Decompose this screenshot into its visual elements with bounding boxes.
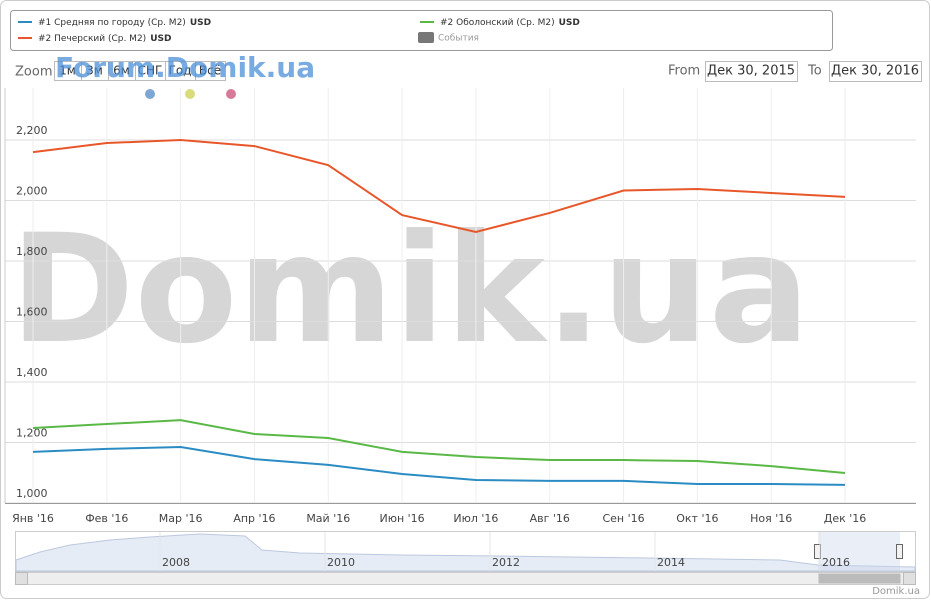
zoom-button-label: СНГ <box>138 64 163 78</box>
legend-label: События <box>438 34 479 44</box>
navigator-year: 2012 <box>492 556 520 569</box>
to-label: To <box>807 64 822 79</box>
to-value: Дек 30, 2016 <box>831 64 919 79</box>
y-tick-label: 1,600 <box>16 306 48 319</box>
x-tick-label: Сен '16 <box>602 512 644 525</box>
zoom-button-label: Всё <box>199 64 221 78</box>
x-tick-label: Июн '16 <box>379 512 424 525</box>
navigator-area <box>15 533 916 572</box>
x-tick-label: Июл '16 <box>453 512 498 525</box>
from-label: From <box>668 64 700 79</box>
legend-unit: USD <box>559 18 580 28</box>
watermark-small: Forum.Domik.ua <box>55 51 315 84</box>
to-input[interactable] <box>829 61 922 82</box>
from-input[interactable] <box>705 61 798 82</box>
x-tick-label: Апр '16 <box>233 512 275 525</box>
legend-name[interactable]: #1 Средняя по городу (Ср. М2) <box>38 18 186 28</box>
navigator-year: 2008 <box>162 556 190 569</box>
y-tick-label: 1,400 <box>16 366 48 379</box>
legend-label: #2 Печерский (Ср. М2) USD <box>38 34 171 44</box>
scroll-right[interactable] <box>903 572 916 585</box>
y-tick-label: 2,000 <box>16 185 48 198</box>
legend-name[interactable]: #2 Печерский (Ср. М2) <box>38 34 146 44</box>
x-tick-label: Май '16 <box>306 512 350 525</box>
legend-swatch <box>418 32 434 43</box>
y-tick-label: 1,200 <box>16 427 48 440</box>
event-dot[interactable] <box>226 89 236 99</box>
zoom-label: Zoom <box>15 65 52 80</box>
zoom-button-label: 1м <box>59 64 76 78</box>
legend-label: #1 Средняя по городу (Ср. М2) USD <box>38 18 211 28</box>
zoom-button-label: 6м <box>113 64 130 78</box>
zoom-button-label: 3м <box>86 64 103 78</box>
series-line <box>32 446 846 486</box>
legend-unit: USD <box>190 18 211 28</box>
event-dot[interactable] <box>185 89 195 99</box>
navigator-year: 2010 <box>327 556 355 569</box>
x-tick-label: Ноя '16 <box>750 512 792 525</box>
watermark-big: Domik.ua <box>10 203 810 377</box>
x-tick-label: Фев '16 <box>85 512 128 525</box>
zoom-button[interactable] <box>195 61 226 81</box>
series-line <box>32 419 846 475</box>
navigator-year: 2014 <box>657 556 685 569</box>
navigator-handle[interactable] <box>896 544 903 559</box>
navigator-year: 2016 <box>822 556 850 569</box>
x-tick-label: Дек '16 <box>824 512 867 525</box>
x-tick-label: Янв '16 <box>12 512 54 525</box>
scroll-left[interactable] <box>15 572 28 585</box>
legend-unit: USD <box>150 34 171 44</box>
x-tick-label: Мар '16 <box>159 512 203 525</box>
credit: Domik.ua <box>872 586 920 597</box>
legend-name[interactable]: #2 Оболонский (Ср. М2) <box>440 18 555 28</box>
y-tick-label: 2,200 <box>16 124 48 137</box>
event-dot[interactable] <box>145 89 155 99</box>
y-tick-label: 1,800 <box>16 245 48 258</box>
navigator-range[interactable] <box>818 532 900 571</box>
x-tick-label: Авг '16 <box>530 512 570 525</box>
scrollbar[interactable] <box>15 572 916 585</box>
y-tick-label: 1,000 <box>16 487 48 500</box>
zoom-button-label: Год <box>169 64 192 78</box>
legend-label: #2 Оболонский (Ср. М2) USD <box>440 18 580 28</box>
legend-box <box>10 10 833 51</box>
from-value: Дек 30, 2015 <box>707 64 795 79</box>
scroll-thumb[interactable] <box>818 573 901 584</box>
x-tick-label: Окт '16 <box>676 512 718 525</box>
series-line <box>32 139 846 234</box>
